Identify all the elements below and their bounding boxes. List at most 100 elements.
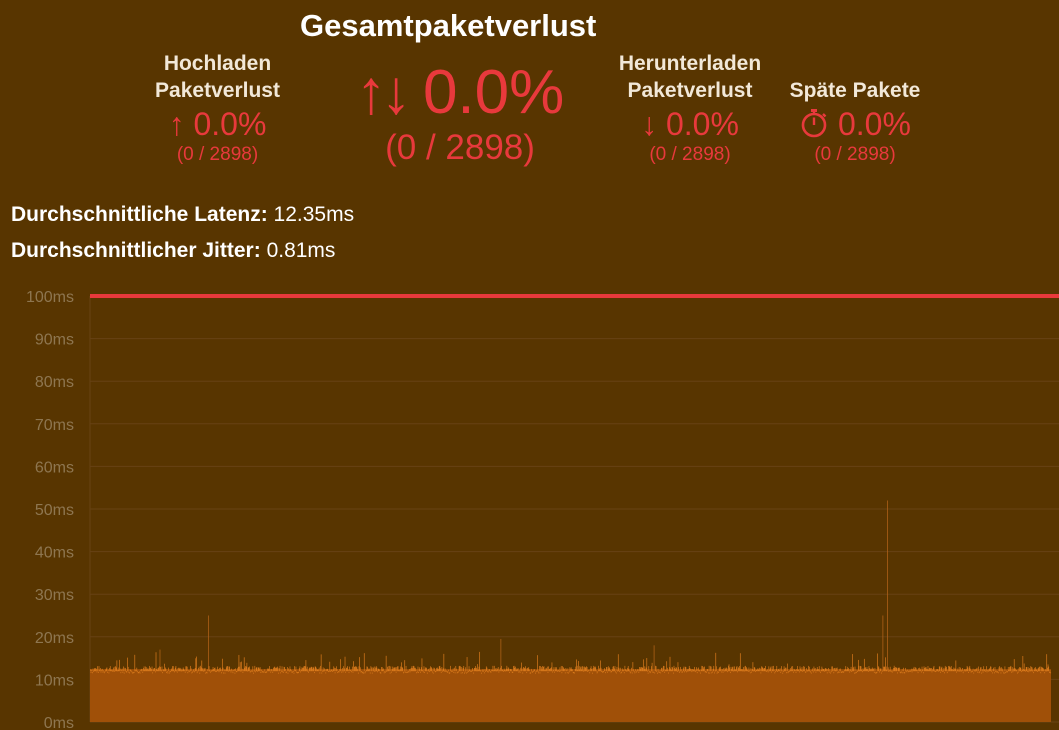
- latency-bar: [523, 667, 525, 672]
- latency-bar: [200, 665, 201, 672]
- latency-bar: [227, 666, 228, 672]
- latency-bar: [512, 671, 514, 673]
- latency-bar: [186, 666, 187, 672]
- latency-bar: [238, 654, 240, 672]
- latency-bar: [639, 668, 641, 672]
- latency-bar: [1050, 672, 1052, 674]
- latency-bar: [162, 672, 163, 674]
- latency-bar: [379, 669, 380, 672]
- latency-bar: [348, 671, 350, 674]
- latency-bar: [854, 672, 855, 674]
- latency-bar: [140, 669, 142, 672]
- latency-bar: [208, 666, 210, 672]
- latency-bar: [400, 666, 402, 672]
- latency-bar: [343, 666, 345, 672]
- latency-bar: [831, 666, 833, 672]
- latency-bar: [619, 667, 621, 672]
- latency-bar: [972, 670, 973, 673]
- latency-bar: [883, 666, 884, 672]
- latency-chart: 0ms 10ms 20ms 30ms 40ms 50ms 60ms 70ms 80ms 90ms 1…: [26, 289, 1059, 730]
- latency-bar: [450, 665, 451, 672]
- latency-bar: [1021, 670, 1022, 673]
- latency-bar: [316, 669, 318, 672]
- latency-bar: [229, 666, 230, 672]
- latency-bar: [229, 669, 231, 672]
- latency-bar: [475, 667, 477, 672]
- latency-bar: [896, 667, 898, 672]
- latency-bar: [503, 668, 505, 672]
- latency-bar: [302, 667, 304, 672]
- latency-bar: [830, 671, 832, 673]
- latency-bar: [197, 670, 199, 672]
- latency-bar: [207, 669, 209, 672]
- latency-bar: [777, 669, 779, 672]
- latency-bar: [579, 666, 581, 672]
- latency-bar: [279, 668, 280, 672]
- latency-bar: [1049, 670, 1051, 672]
- latency-bar: [980, 667, 981, 672]
- latency-bar: [178, 667, 179, 672]
- latency-bar: [952, 669, 953, 672]
- latency-bar: [602, 671, 604, 673]
- latency-bar: [701, 665, 703, 672]
- latency-bar: [804, 671, 806, 673]
- latency-bar: [195, 658, 197, 672]
- latency-bar: [863, 658, 865, 672]
- latency-bar: [533, 669, 535, 672]
- latency-bar: [974, 669, 975, 672]
- latency-bar: [491, 669, 493, 672]
- latency-bar: [605, 667, 607, 672]
- latency-bar: [818, 669, 819, 672]
- latency-bar: [763, 668, 764, 672]
- latency-bar: [385, 671, 386, 673]
- latency-bar: [291, 671, 293, 673]
- latency-bar: [410, 667, 412, 672]
- latency-bar: [166, 671, 167, 674]
- latency-bar: [203, 670, 205, 672]
- latency-bar: [330, 669, 332, 672]
- latency-bar: [626, 670, 628, 672]
- latency-bar: [141, 668, 143, 672]
- latency-bar: [156, 669, 158, 672]
- latency-bar: [210, 670, 212, 672]
- latency-bar: [192, 671, 193, 673]
- latency-bar: [395, 671, 397, 673]
- latency-bar: [530, 672, 532, 674]
- latency-bar: [109, 666, 111, 672]
- latency-bar: [109, 667, 110, 672]
- latency-bar: [592, 672, 593, 674]
- upload-loss-count: (0 / 2898): [176, 144, 259, 165]
- latency-bar: [428, 670, 430, 673]
- latency-bar: [745, 665, 746, 672]
- latency-bar: [105, 668, 107, 672]
- latency-bar: [462, 672, 463, 674]
- latency-bar: [397, 666, 399, 672]
- latency-bar: [563, 668, 565, 672]
- latency-bar: [987, 670, 989, 672]
- latency-bar: [651, 666, 652, 672]
- latency-bar: [536, 670, 538, 672]
- latency-bar: [308, 671, 309, 673]
- latency-bar: [265, 671, 267, 673]
- latency-bar: [551, 662, 553, 672]
- latency-bar: [349, 669, 351, 672]
- latency-bar: [690, 669, 692, 672]
- download-loss-label-line2: Paketverlust: [627, 79, 753, 102]
- latency-bar: [330, 670, 331, 672]
- latency-bar: [566, 672, 568, 674]
- latency-bar: [753, 670, 754, 672]
- latency-bar: [792, 666, 794, 672]
- latency-bar: [403, 672, 404, 674]
- latency-bar: [164, 667, 166, 672]
- latency-bar: [521, 668, 523, 672]
- latency-bar: [598, 669, 600, 672]
- latency-bar: [411, 665, 413, 672]
- latency-bar: [931, 671, 933, 673]
- latency-bar: [905, 667, 906, 672]
- latency-bar: [897, 672, 898, 674]
- latency-bar: [269, 669, 271, 672]
- latency-bar: [133, 671, 134, 674]
- stopwatch-icon: [801, 109, 827, 138]
- latency-bar: [304, 666, 306, 672]
- latency-bar: [618, 667, 620, 672]
